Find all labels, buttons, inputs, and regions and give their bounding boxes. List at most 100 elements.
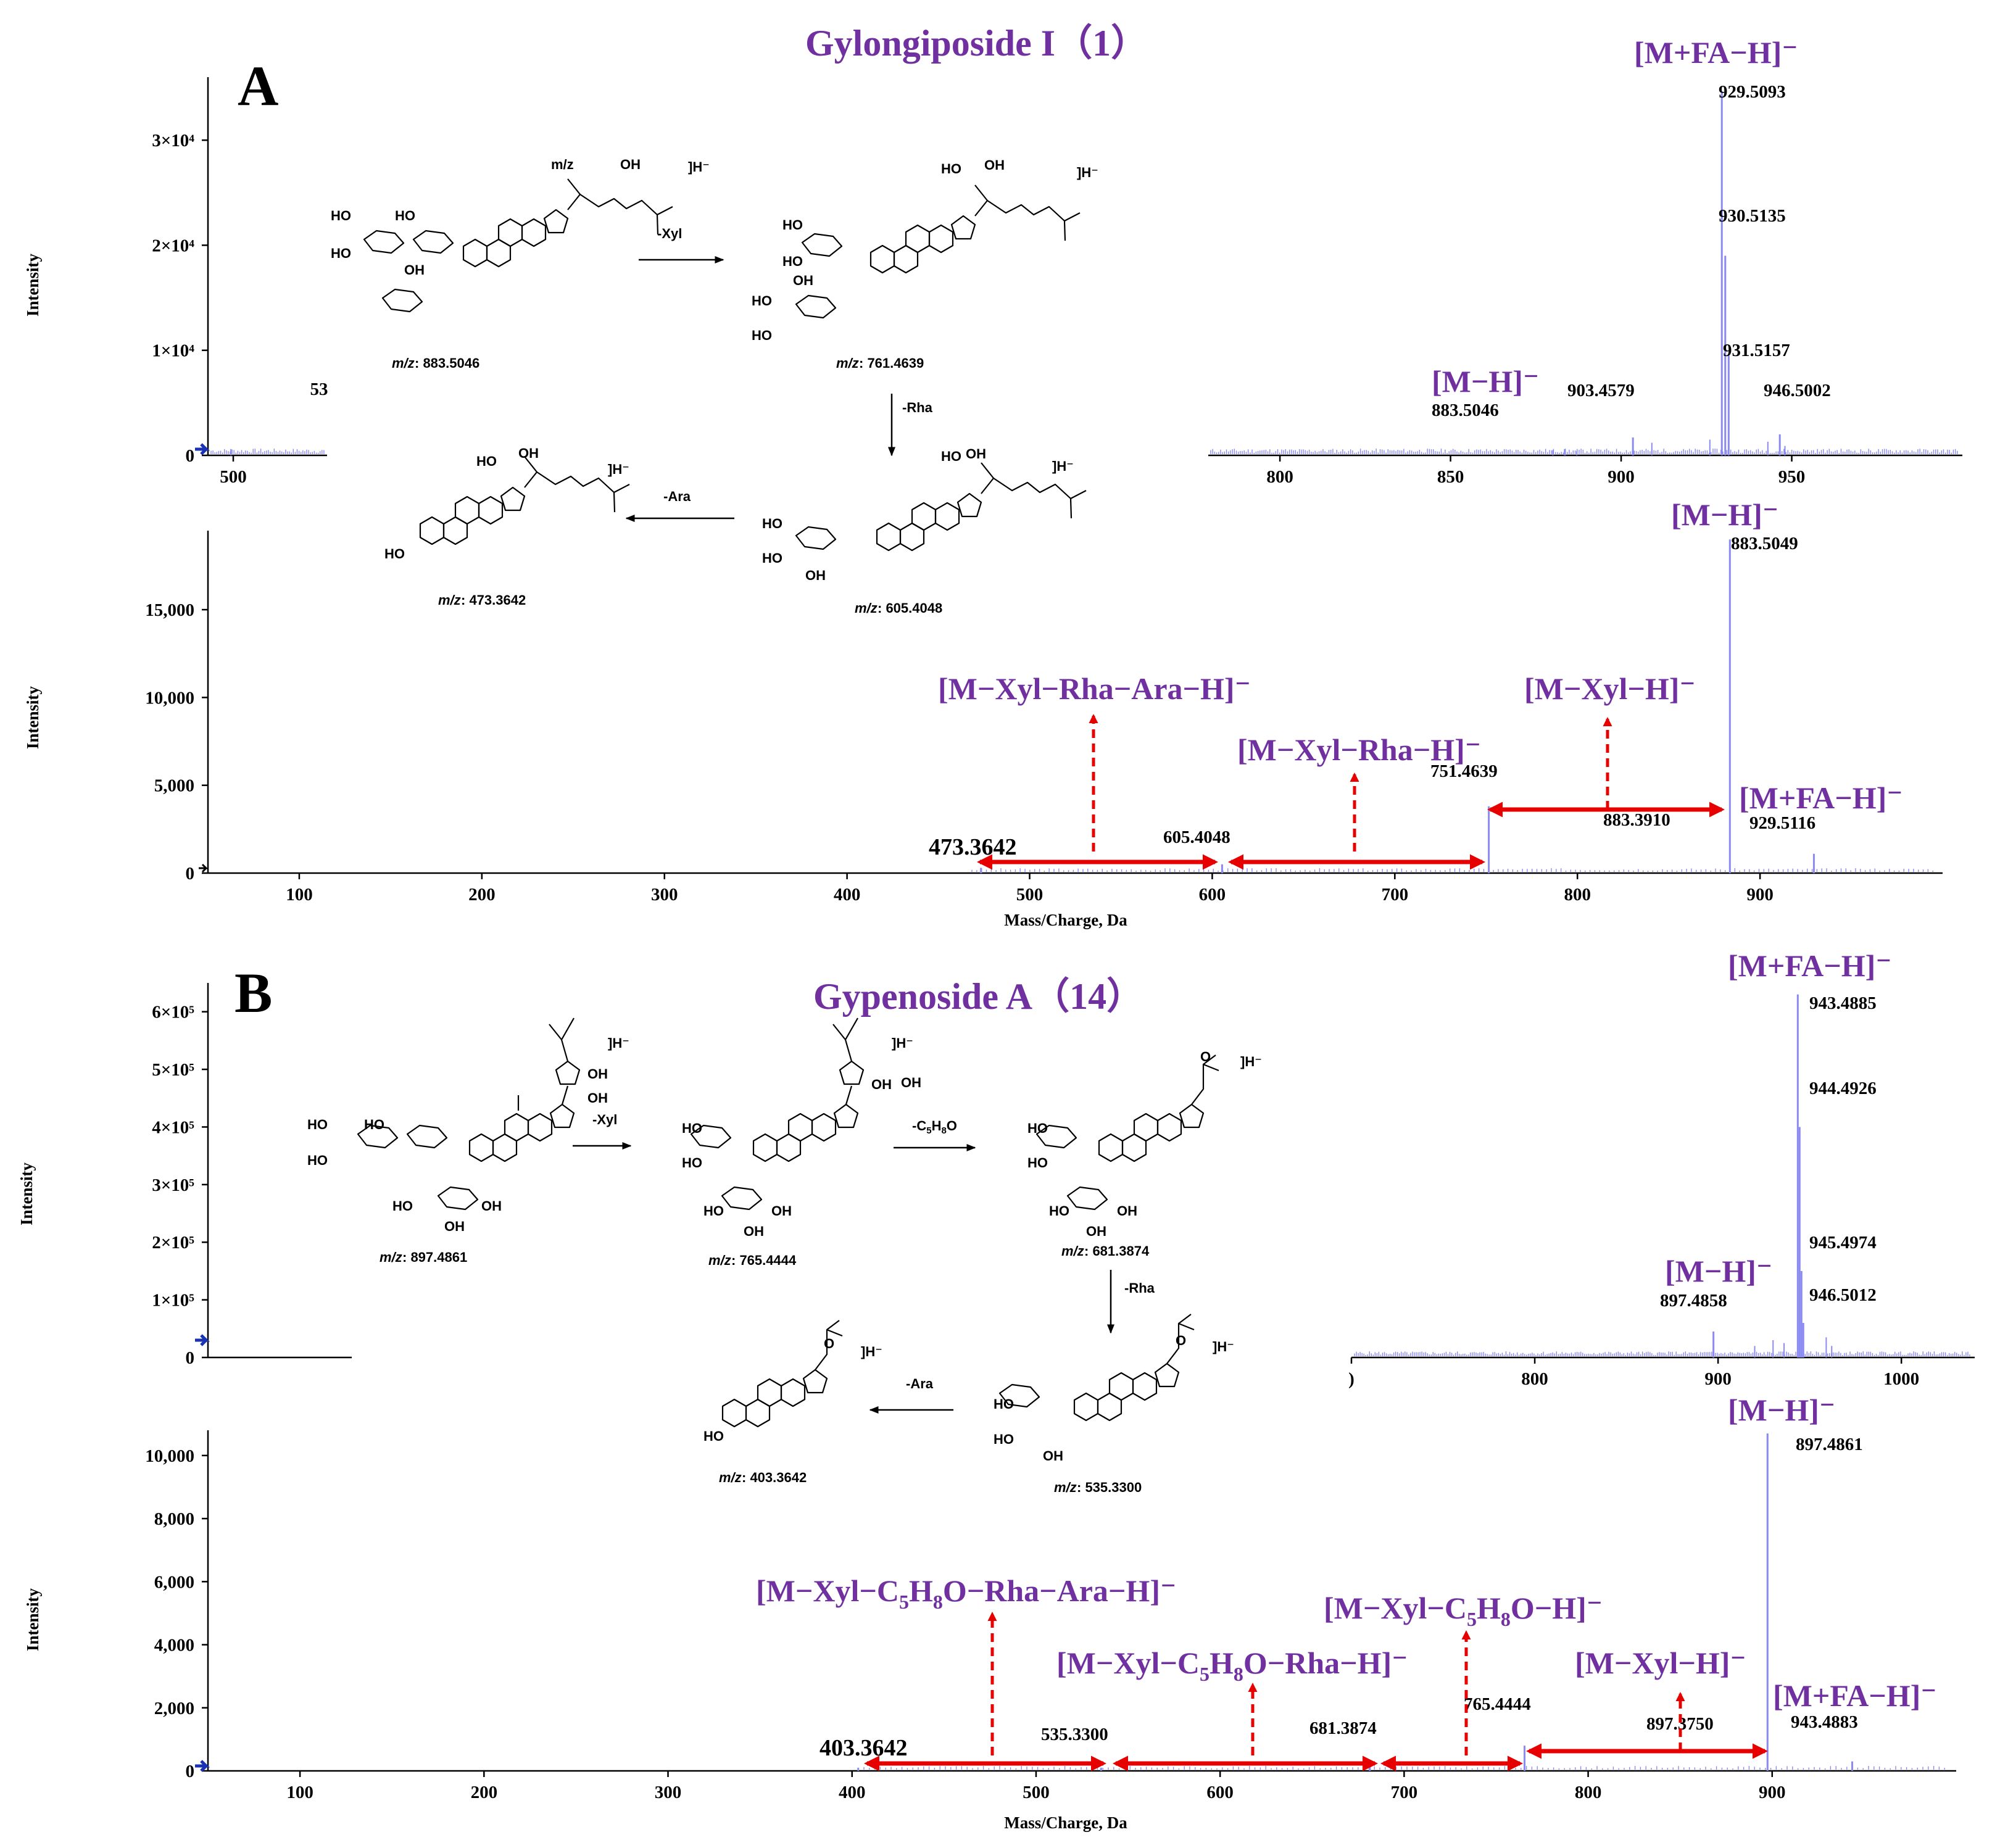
a-ms1-peak-label: 930.5135 [1719,206,1786,226]
b-structure-1 [357,1017,581,1211]
a-ms1-x-tick-label: 850 [1437,467,1464,487]
b-s2-atom: OH [871,1077,892,1092]
b-s5-charge: ]H⁻ [861,1344,882,1359]
b-s1-atom: HO [364,1117,384,1132]
b-ms2-x-tick-label: 700 [1391,1783,1418,1802]
b-ms2-x-tick-label: 500 [1023,1783,1050,1802]
b-ms2-peak-label: 535.3300 [1041,1725,1108,1744]
b-ms1-ion-fa: [M+FA−H]⁻ [1728,948,1892,983]
b-structure-5 [723,1320,843,1427]
b-ms2-x-tick-label: 100 [286,1783,313,1802]
a-ms1-y-tick-label: 0 [186,446,195,466]
b-s1-mz: : 897.4861 [402,1249,467,1265]
b-s2-charge: ]H⁻ [892,1035,913,1051]
a-s2-charge: ]H⁻ [1077,165,1098,180]
a-ms2-x-tick-label: 600 [1199,885,1226,905]
b-ms2-annotation: [M−Xyl−C5H8O−Rha−Ara−H]⁻ [756,1573,1176,1613]
b-ms2-x-tick-label: 900 [1759,1783,1786,1802]
b-s1-atom: HO [307,1153,328,1168]
a-ms1-ion-fa: [M+FA−H]⁻ [1634,35,1798,70]
b-ms2-ylabel: Intensity [23,1588,42,1651]
a-ms2-peak-label: 751.4639 [1430,761,1498,781]
b-ms2-peak-label: 897.4861 [1796,1435,1863,1454]
b-fragment-arrows [863,1612,1769,1771]
b-s2-mz-prefix: m/z [708,1253,731,1268]
a-s2-atom: OH [984,157,1005,173]
b-ms2-peak-label: 765.4444 [1464,1694,1531,1714]
b-s1-mz-prefix: m/z [380,1249,402,1265]
a-ms2-peak-label: 473.3642 [929,834,1017,860]
b-s2-atom: OH [771,1203,792,1219]
b-s2-mz: : 765.4444 [731,1253,797,1268]
a-fragment-arrows [976,714,1725,870]
a-ms2-annotation: [M−Xyl−H]⁻ [1524,671,1696,706]
b-s3-atom: OH [1086,1224,1106,1239]
a-ms2-annotation: [M−Xyl−Rha−Ara−H]⁻ [938,671,1251,706]
a-s1-atom: HO [331,246,351,261]
b-ms2-ion-mh: [M−H]⁻ [1728,1393,1835,1427]
a-ms2-xlabel: Mass/Charge, Da [1004,911,1127,929]
b-ms1-x-tick-label: 1000 [1883,1369,1919,1389]
a-ms1-axes: 3×10⁴ 2×10⁴ 1×10⁴ 0 500 800 850 900 950 Intensit… [23,77,1962,487]
b-s3-atom: OH [1117,1203,1137,1219]
panel-b: B Gypenoside A（14） 6×10⁵ 5×10⁵ 4×10⁵ 3×10⁵ 2… [17,948,1975,1832]
b-s5-mz: : 403.3642 [742,1470,807,1485]
a-structure-3 [795,462,1087,550]
b-s1-charge: ]H⁻ [608,1035,629,1051]
b-structure-3 [1035,1055,1219,1211]
a-ms2-ion-mh: [M−H]⁻ [1671,497,1778,532]
b-s5-atom: O [824,1336,834,1351]
b-structure-4 [998,1314,1195,1420]
b-ms2-x-tick-label: 200 [471,1783,498,1802]
b-s2-atom: HO [682,1155,702,1171]
a-ms1-x-tick-label: 950 [1778,467,1806,487]
a-ms2-y-tick-label: 15,000 [145,600,194,620]
a-ms2-x-tick-label: 900 [1746,885,1774,905]
a-s1-atom: OH [620,157,641,172]
b-ms1-spectrum [1354,994,1970,1357]
a-ms1-ion-mh: [M−H]⁻ [1432,364,1539,399]
b-s1-atom: OH [587,1066,608,1082]
b-ms1-ylabel: Intensity [17,1162,36,1225]
a-s4-atom: HO [384,546,405,561]
b-ms2-y-tick-label: 4,000 [154,1636,194,1655]
a-s1-atom: HO [395,208,415,223]
b-s5-atom: HO [703,1428,724,1444]
b-ms2-x-tick-label: 300 [655,1783,682,1802]
a-s1-label: m/z [551,157,574,172]
b-s4-atom: OH [1043,1448,1063,1464]
a-step-label: -Ara [663,489,691,504]
a-ms2-peak-label: 929.5116 [1749,813,1815,833]
a-ms1-stray-label: 53 [310,379,328,399]
b-s3-atom: HO [1027,1155,1048,1171]
a-s4-atom: OH [518,445,539,461]
b-ms2-ion-fa: [M+FA−H]⁻ [1773,1678,1937,1713]
a-ms2-y-tick-label: 10,000 [145,688,194,708]
b-s3-atom: HO [1049,1203,1069,1219]
a-s2-atom: HO [782,217,803,233]
b-s3-charge: ]H⁻ [1240,1054,1262,1069]
a-s4-mz: : 473.3642 [461,592,526,608]
a-ms2-x-tick-label: 800 [1564,885,1591,905]
a-s2-atom: HO [752,328,772,343]
b-ms2-annotation: [M−Xyl−C5H8O−H]⁻ [1324,1591,1603,1630]
a-ms1-peak-label: 946.5002 [1764,381,1831,400]
a-s1-atom: OH [404,262,425,278]
b-s4-atom: HO [994,1396,1014,1412]
a-s2-atom: HO [752,293,772,309]
a-s2-atom: HO [782,254,803,269]
a-ms2-x-tick-label: 400 [834,885,861,905]
a-ms2-peak-label: 883.5049 [1731,534,1798,553]
b-ms2-peak-label: 681.3874 [1309,1718,1377,1738]
a-ms1-peak-label: 903.4579 [1567,381,1635,400]
a-s3-atom: HO [941,449,961,464]
b-ms1-peak-label: 897.4858 [1660,1291,1727,1311]
b-ms1-ion-mh: [M−H]⁻ [1665,1254,1772,1288]
b-ms1-y-tick-label: 3×10⁵ [152,1175,194,1195]
a-ms1-y-tick-label: 2×10⁴ [152,236,194,255]
a-ms2-origin-arrow-icon [199,863,209,873]
a-s2-atom: OH [793,273,813,288]
a-s3-atom: OH [805,568,826,583]
a-s2-mz-prefix: m/z [836,355,859,371]
